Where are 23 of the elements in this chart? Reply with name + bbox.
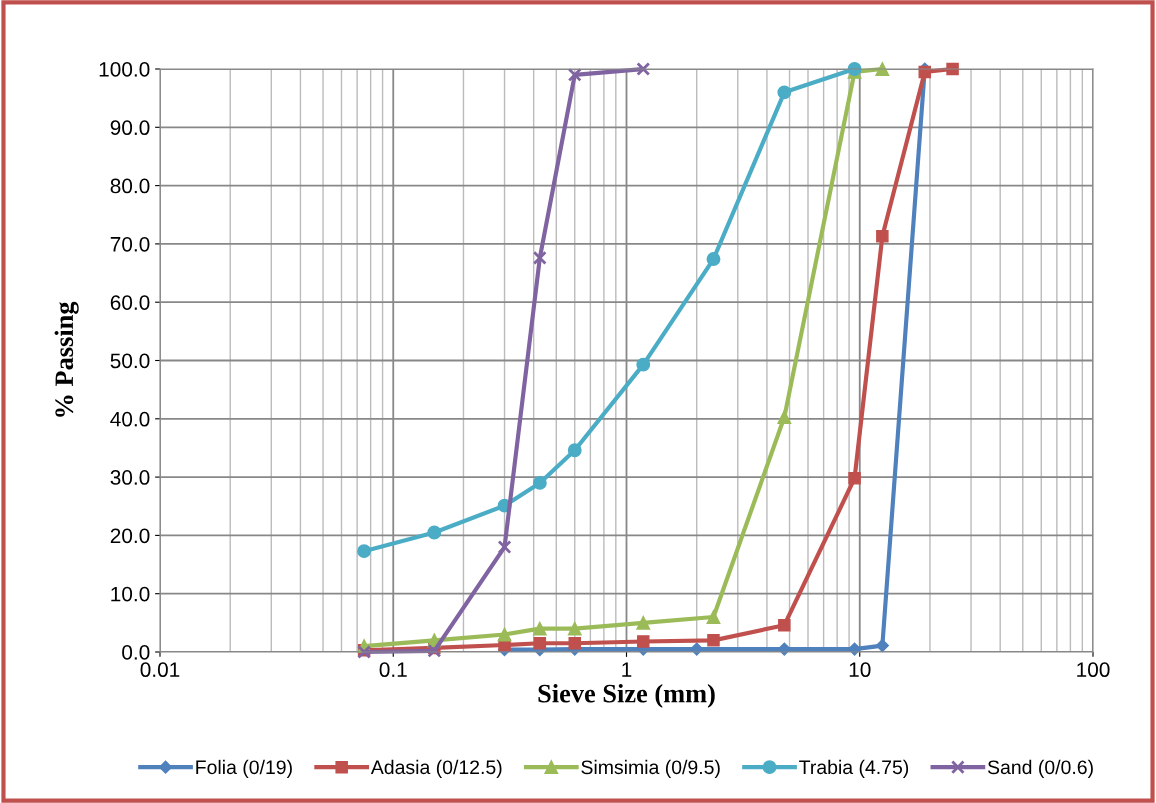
x-tick-label: 0.1 xyxy=(379,662,407,678)
x-tick-label: 1 xyxy=(622,662,632,677)
y-tick-label: 100.0 xyxy=(99,62,150,77)
y-tick-label: 60.0 xyxy=(110,295,150,310)
legend-label: Trabia (4.75) xyxy=(799,759,909,778)
y-tick-label: 40.0 xyxy=(110,411,150,427)
y-tick-label: 30.0 xyxy=(110,470,150,485)
legend-label: Folia (0/19) xyxy=(196,759,292,778)
legend-label: Adasia (0/12.5) xyxy=(370,759,502,778)
y-tick-label: 10.0 xyxy=(111,586,150,602)
x-tick-label: 100 xyxy=(1077,662,1110,678)
y-tick-label: 90.0 xyxy=(110,120,150,136)
legend-label: Simsimia (0/9.5) xyxy=(581,759,720,778)
legend-label: Sand (0/0.6) xyxy=(987,759,1093,778)
x-tick-label: 0.01 xyxy=(140,662,180,678)
x-tick-label: 10 xyxy=(849,662,871,678)
x-axis-title: Sieve Size (mm) xyxy=(538,683,715,708)
y-tick-label: 0.0 xyxy=(122,645,150,660)
y-axis-title: % Passing xyxy=(54,301,79,417)
y-tick-label: 80.0 xyxy=(110,178,150,194)
y-tick-label: 50.0 xyxy=(110,353,150,369)
y-tick-label: 70.0 xyxy=(110,236,150,252)
y-tick-label: 20.0 xyxy=(110,528,150,544)
